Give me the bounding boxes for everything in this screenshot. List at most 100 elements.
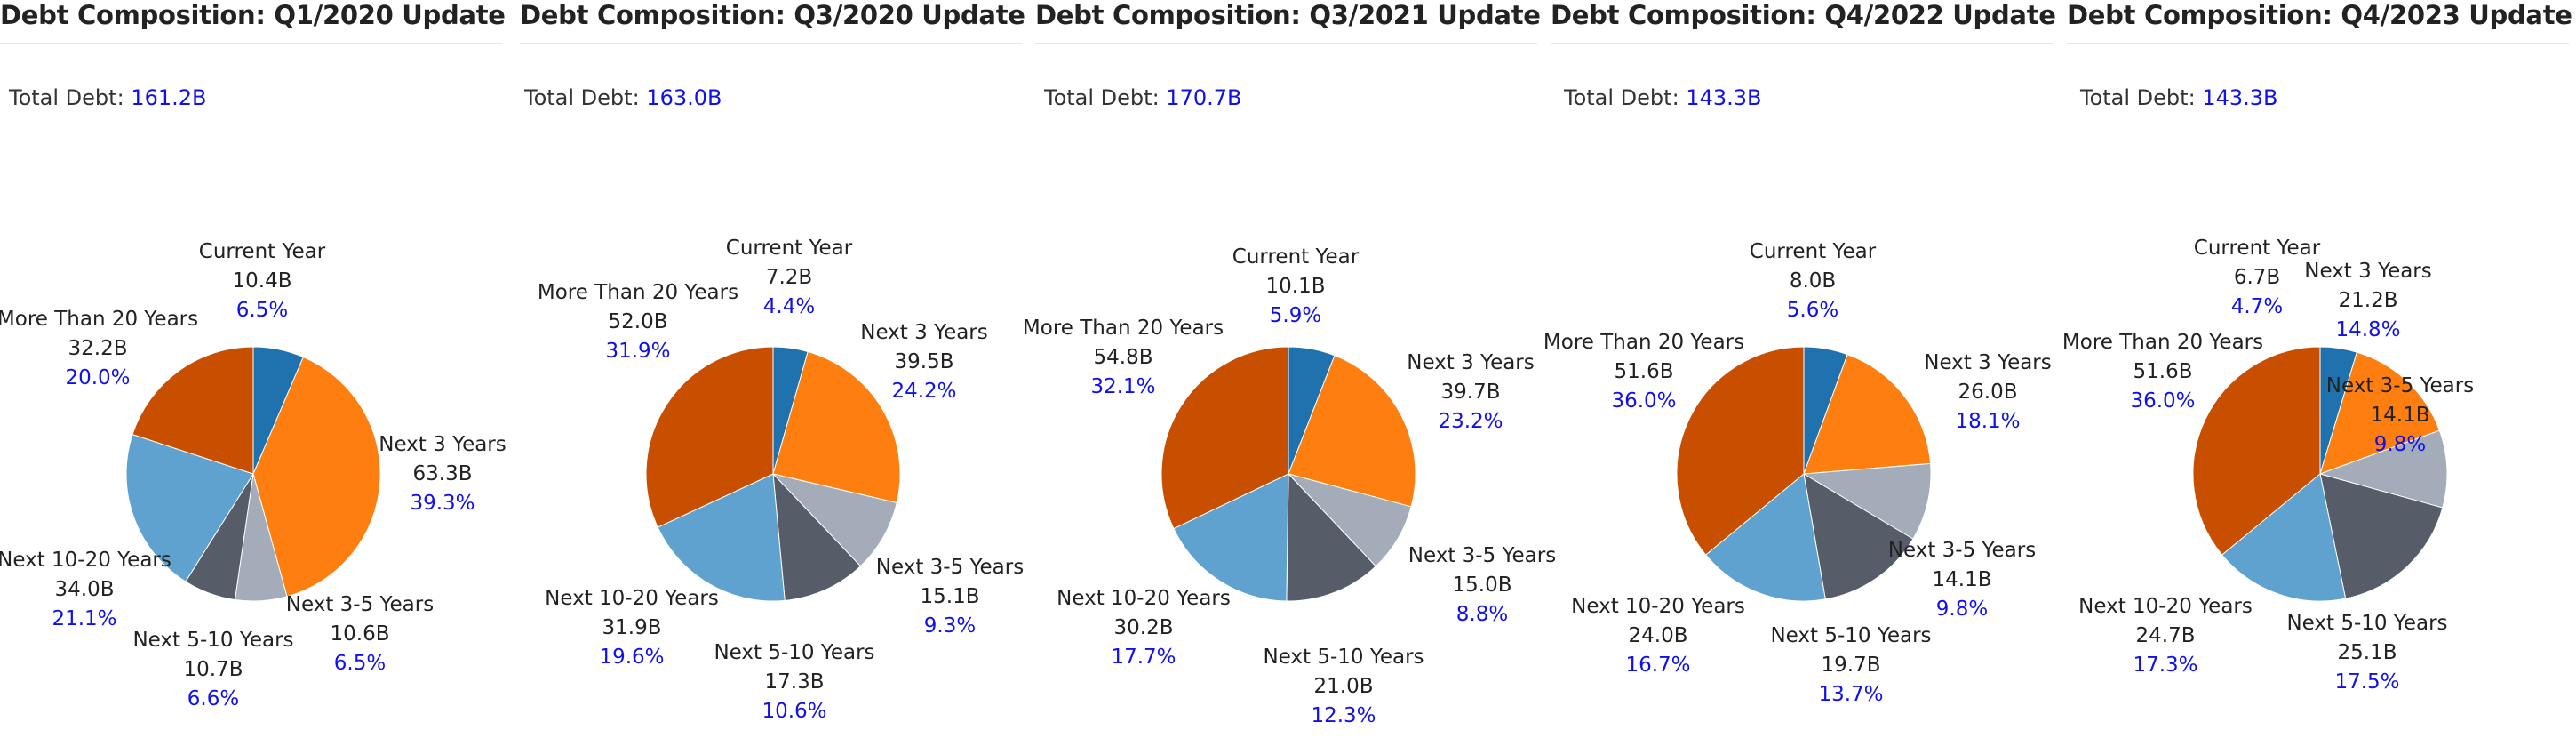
slice-value-label: 24.0B (1629, 624, 1688, 647)
slice-name-label: Next 10-20 Years (2078, 595, 2253, 618)
slice-name-label: Next 3 Years (1407, 351, 1535, 374)
slice-label-more-than-20-years: More Than 20 Years 32.2B 20.0% (0, 308, 198, 389)
total-debt: Total Debt: 143.3B (1564, 85, 1761, 110)
slice-percent-label: 10.6% (762, 700, 826, 723)
slice-percent-label: 36.0% (2130, 389, 2195, 413)
slice-value-label: 51.6B (2133, 360, 2193, 383)
pie-slice-next-10-20-years (1705, 473, 1826, 602)
slice-label-next-5-10-years: Next 5-10 Years 19.7B 13.7% (1770, 624, 1931, 706)
pie-slice-next-10-20-years (1173, 473, 1289, 602)
slice-name-label: Current Year (2194, 237, 2321, 260)
slice-name-label: Next 10-20 Years (1571, 595, 1745, 618)
slice-value-label: 15.1B (921, 585, 980, 608)
pie-slice-next-3-years (772, 350, 901, 504)
pie-slice-more-than-20-years (132, 346, 254, 475)
slice-value-label: 19.7B (1822, 654, 1881, 677)
slice-percent-label: 9.8% (1936, 598, 1988, 621)
slice-label-next-3-5-years: Next 3-5 Years 15.1B 9.3% (876, 556, 1024, 638)
pie-slice-next-10-20-years (125, 433, 254, 582)
slice-name-label: Next 5-10 Years (2286, 612, 2447, 635)
slice-value-label: 21.2B (2339, 289, 2398, 312)
slice-name-label: Next 3 Years (2304, 260, 2432, 283)
slice-label-next-10-20-years: Next 10-20 Years 24.0B 16.7% (1571, 595, 1745, 677)
pie-slice-next-3-5-years (1802, 462, 1932, 540)
panel-title: Debt Composition: Q4/2023 Update (2067, 0, 2572, 30)
slice-label-next-3-years: Next 3 Years 39.5B 24.2% (860, 321, 988, 403)
pie-chart: Current Year 6.7B 4.7% Next 3 Years 21.2B 14.… (2062, 237, 2474, 694)
pie-slice-next-10-20-years (657, 473, 786, 602)
slice-percent-label: 5.9% (1270, 304, 1321, 327)
slice-percent-label: 19.6% (599, 646, 664, 669)
pie-slice-next-5-10-years (2319, 473, 2444, 599)
slice-percent-label: 12.3% (1311, 704, 1376, 727)
slice-value-label: 6.7B (2234, 266, 2280, 289)
pie-chart: Current Year 7.2B 4.4% Next 3 Years 39.5B 24.… (538, 237, 1024, 723)
slice-name-label: Next 5-10 Years (1770, 624, 1931, 647)
slice-name-label: Current Year (1232, 245, 1360, 269)
total-debt-label: Total Debt: (2080, 85, 2196, 110)
slice-name-label: Next 3 Years (1924, 351, 2052, 374)
slice-percent-label: 9.8% (2374, 433, 2426, 456)
total-debt-label: Total Debt: (1564, 85, 1679, 110)
slice-name-label: Current Year (1750, 240, 1877, 263)
slice-label-next-5-10-years: Next 5-10 Years 25.1B 17.5% (2286, 612, 2447, 694)
slice-value-label: 63.3B (413, 462, 473, 485)
pie-slice-next-5-10-years (1803, 473, 1914, 600)
slice-percent-label: 18.1% (1955, 410, 2020, 433)
total-debt-label: Total Debt: (524, 85, 640, 110)
slice-percent-label: 21.1% (52, 607, 116, 630)
slice-label-next-5-10-years: Next 5-10 Years 17.3B 10.6% (714, 641, 874, 723)
total-debt-value: 143.3B (1686, 85, 1762, 110)
slice-value-label: 17.3B (765, 670, 825, 694)
pie-panel-q3-2020: Debt Composition: Q3/2020 Update Total D… (520, 0, 1025, 746)
slice-value-label: 10.7B (184, 658, 243, 681)
slice-name-label: Current Year (726, 237, 853, 260)
slice-name-label: More Than 20 Years (0, 308, 198, 331)
slice-label-current-year: Current Year 7.2B 4.4% (726, 237, 853, 318)
slice-label-more-than-20-years: More Than 20 Years 51.6B 36.0% (2062, 331, 2263, 413)
slice-percent-label: 20.0% (65, 366, 130, 389)
slice-name-label: Next 3-5 Years (286, 593, 434, 616)
slice-percent-label: 13.7% (1818, 683, 1883, 706)
slice-name-label: Next 3-5 Years (876, 556, 1024, 579)
slice-label-next-3-5-years: Next 3-5 Years 10.6B 6.5% (286, 593, 434, 675)
slice-name-label: Next 3 Years (379, 433, 506, 456)
slice-percent-label: 16.7% (1625, 654, 1690, 677)
slice-label-current-year: Current Year 6.7B 4.7% (2194, 237, 2321, 318)
slice-percent-label: 31.9% (605, 340, 670, 363)
total-debt: Total Debt: 170.7B (1044, 85, 1241, 110)
slice-percent-label: 36.0% (1611, 389, 1676, 413)
slice-label-next-3-5-years: Next 3-5 Years 14.1B 9.8% (1888, 539, 2036, 621)
slice-name-label: Current Year (199, 240, 326, 263)
pie-chart: Current Year 10.4B 6.5% Next 3 Years 63.3B 39… (0, 240, 506, 710)
slice-label-more-than-20-years: More Than 20 Years 51.6B 36.0% (1543, 331, 1744, 413)
pie-slice-more-than-20-years (2192, 346, 2321, 556)
slice-percent-label: 6.6% (187, 687, 239, 710)
slice-value-label: 24.7B (2136, 624, 2196, 647)
slice-label-current-year: Current Year 8.0B 5.6% (1750, 240, 1877, 322)
slice-percent-label: 17.7% (1111, 646, 1176, 669)
pie-slice-more-than-20-years (1676, 346, 1805, 556)
slice-name-label: Next 3-5 Years (2326, 374, 2474, 397)
slice-name-label: Next 10-20 Years (0, 549, 171, 572)
slice-name-label: Next 10-20 Years (545, 587, 719, 610)
pie-slice-next-3-years (2319, 351, 2441, 475)
pie-slice-more-than-20-years (645, 346, 774, 528)
slice-label-next-5-10-years: Next 5-10 Years 21.0B 12.3% (1263, 646, 1424, 727)
total-debt: Total Debt: 163.0B (524, 85, 722, 110)
pie-panel-q4-2023: Debt Composition: Q4/2023 Update Total D… (2062, 0, 2572, 746)
slice-value-label: 32.2B (68, 337, 128, 360)
panel-title: Debt Composition: Q4/2022 Update (1551, 0, 2056, 30)
pie-slice-next-3-years (1803, 354, 1932, 475)
pie-slice-next-3-years (1288, 355, 1416, 508)
total-debt: Total Debt: 161.2B (9, 85, 206, 110)
slice-label-next-5-10-years: Next 5-10 Years 10.7B 6.6% (132, 629, 293, 710)
slice-name-label: More Than 20 Years (1023, 317, 1224, 340)
slice-value-label: 39.5B (895, 350, 954, 373)
pie-slice-next-3-years (252, 356, 381, 598)
slice-name-label: Next 3-5 Years (1888, 539, 2036, 562)
slice-value-label: 14.1B (1933, 568, 1992, 591)
slice-value-label: 54.8B (1094, 346, 1153, 369)
slice-label-more-than-20-years: More Than 20 Years 54.8B 32.1% (1023, 317, 1224, 398)
slice-label-next-3-5-years: Next 3-5 Years 14.1B 9.8% (2326, 374, 2474, 456)
